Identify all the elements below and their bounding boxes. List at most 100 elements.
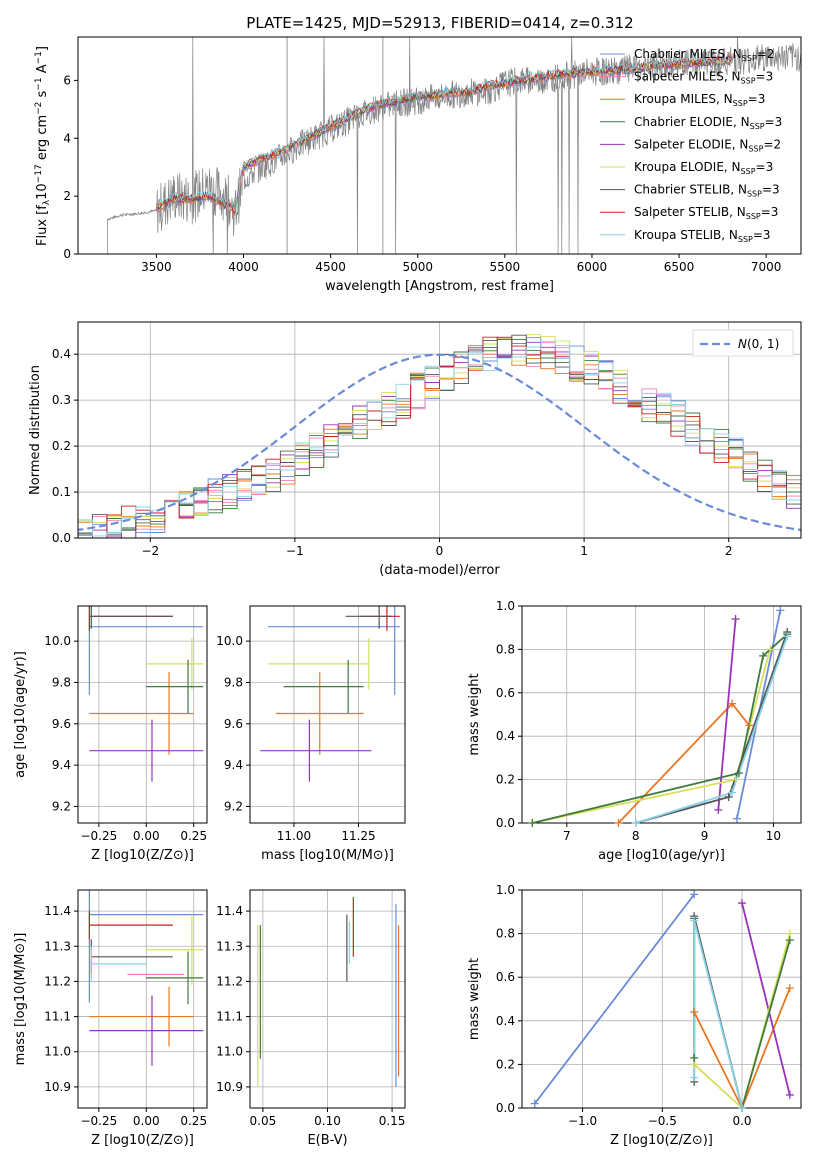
y-tick-label: 0.6 <box>496 970 515 984</box>
legend-sub: SSP <box>750 122 765 131</box>
y-label-part: erg cm <box>35 115 50 164</box>
x-tick-label: 11.00 <box>277 829 311 843</box>
x-axis-label: Z [log10(Z/Z⊙)] <box>91 848 194 863</box>
plot-area <box>88 890 204 1066</box>
y-label-part: 10 <box>35 183 50 200</box>
legend-sub: SSP <box>747 190 762 199</box>
hist-step-salpeter-stelib <box>78 336 801 538</box>
x-tick-label: 0.00 <box>133 1114 160 1128</box>
x-tick-label: 8 <box>632 829 640 843</box>
y-tick-label: 9.2 <box>52 799 71 813</box>
weight-marker <box>728 699 737 708</box>
hist-step-salpeter-miles <box>78 336 801 538</box>
y-tick-label: 9.2 <box>224 799 243 813</box>
weight-marker <box>785 936 794 945</box>
x-axis-label: (data-model)/error <box>379 563 500 578</box>
weight-marker <box>690 1073 699 1082</box>
y-label-part: ] <box>35 46 50 51</box>
y-label-part: λ <box>42 199 52 205</box>
model-line <box>156 54 732 211</box>
x-tick-label: 7000 <box>751 260 782 274</box>
y-tick-label: 0.0 <box>496 1101 515 1115</box>
legend-value: =3 <box>761 205 779 219</box>
y-tick-label: 11.2 <box>44 974 71 988</box>
legend-label: Salpeter STELIB, N <box>634 205 746 219</box>
x-tick-label: 10 <box>766 829 781 843</box>
y-tick-label: 0.4 <box>496 1014 515 1028</box>
hist-step-kroupa-stelib <box>78 340 801 537</box>
y-tick-label: 10.0 <box>44 634 71 648</box>
y-tick-label: 10.0 <box>216 634 243 648</box>
weight-line <box>741 902 791 1096</box>
weight-marker <box>785 1090 794 1099</box>
x-tick-label: 11.25 <box>341 829 375 843</box>
weight-marker <box>783 632 792 641</box>
legend-entry: Kroupa MILES, NSSP=3 <box>634 92 765 108</box>
x-tick-label: 6000 <box>577 260 608 274</box>
y-axis-label: mass weight <box>467 958 482 1040</box>
y-tick-label: 0.3 <box>52 393 71 407</box>
legend-sub: SSP <box>746 212 761 221</box>
x-tick-label: −2 <box>141 544 159 558</box>
legend-sub: SSP <box>733 99 748 108</box>
panel-mass_vs_ebv: 0.05 0.10 0.15 10.9 11.0 11.1 11.2 11.3 11.4 E(B-… <box>216 889 406 1148</box>
x-tick-label: 1 <box>580 544 588 558</box>
legend-entry: Salpeter ELODIE, NSSP=2 <box>634 137 781 153</box>
weight-line <box>532 633 788 823</box>
y-tick-label: 1.0 <box>496 599 515 613</box>
y-tick-label: 11.2 <box>216 974 243 988</box>
y-tick-label: 9.4 <box>52 758 71 772</box>
y-tick-label: 0.2 <box>496 773 515 787</box>
weight-marker <box>735 769 743 778</box>
weight-marker <box>724 792 733 801</box>
legend-label: Kroupa MILES, N <box>634 92 733 106</box>
y-tick-label: 0.8 <box>496 642 515 656</box>
y-tick-label: 4 <box>63 131 71 145</box>
weight-marker <box>785 984 794 993</box>
weight-marker <box>614 819 623 827</box>
weight-marker <box>690 1053 699 1062</box>
panel-mass_vs_z: −0.25 0.00 0.25 10.9 11.0 11.1 11.2 11.3 11.4 Z [… <box>13 889 208 1148</box>
y-tick-label: 11.4 <box>44 904 71 918</box>
x-tick-label: −1 <box>286 544 304 558</box>
x-tick-label: 6500 <box>664 260 695 274</box>
plot-area <box>78 333 801 538</box>
y-tick-label: 9.4 <box>224 758 243 772</box>
panel-spectrum: 3500 4000 4500 5000 5500 6000 6500 7000 0 2 4 6 wave… <box>34 36 802 294</box>
legend-label: Chabrier STELIB, N <box>634 183 747 197</box>
y-label-part: A <box>35 64 50 77</box>
legend-value: =3 <box>765 115 783 129</box>
legend-box <box>692 329 794 357</box>
y-tick-label: 9.8 <box>52 675 71 689</box>
legend-value: =3 <box>762 183 780 197</box>
x-tick-label: 0.15 <box>379 1114 406 1128</box>
weight-marker <box>631 819 640 827</box>
weight-marker <box>530 1099 539 1108</box>
data-spectrum <box>107 37 801 254</box>
plot-area <box>260 606 400 782</box>
y-tick-label: 11.1 <box>216 1010 243 1024</box>
legend-entry: N(0, 1) <box>738 337 779 351</box>
x-tick-label: 0 <box>436 544 444 558</box>
weight-marker <box>690 916 699 925</box>
x-axis-label: age [log10(age/yr)] <box>598 848 725 863</box>
legend-value: =3 <box>748 92 766 106</box>
panel-age_vs_mass: 11.00 11.25 9.2 9.4 9.6 9.8 10.0 mass [log10(M/… <box>216 605 406 863</box>
axes-frame <box>521 605 802 824</box>
y-tick-label: 0.0 <box>496 816 515 830</box>
y-axis-label: mass weight <box>467 673 482 755</box>
legend-args: (0, 1) <box>747 337 779 351</box>
x-axis-label: wavelength [Angstrom, rest frame] <box>325 279 554 294</box>
plot-area <box>88 606 204 782</box>
legend-value: =3 <box>753 228 771 242</box>
y-label-part: s <box>35 90 50 101</box>
legend-label: Kroupa STELIB, N <box>634 228 738 242</box>
hist-step-chabrier-stelib <box>78 334 801 535</box>
y-tick-label: 10.9 <box>44 1080 71 1094</box>
weight-marker <box>759 651 768 660</box>
weight-marker <box>732 814 741 823</box>
legend-label: Salpeter ELODIE, N <box>634 137 748 151</box>
weight-line <box>693 933 791 1108</box>
axes-frame <box>77 36 802 255</box>
